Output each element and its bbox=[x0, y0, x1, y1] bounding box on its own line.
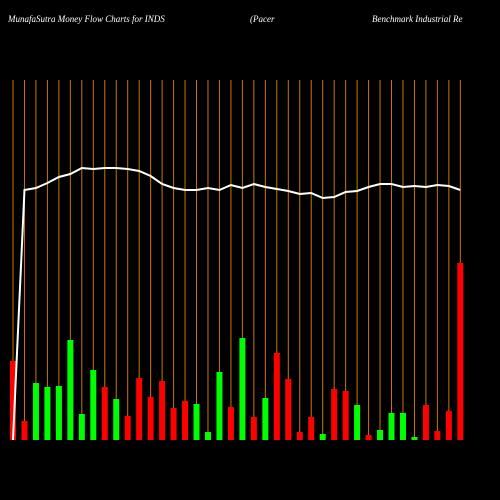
bar bbox=[250, 417, 257, 440]
bar bbox=[273, 353, 280, 440]
bar bbox=[10, 361, 16, 440]
bar bbox=[113, 399, 120, 440]
bar bbox=[434, 431, 441, 440]
bar bbox=[124, 416, 131, 440]
bar bbox=[227, 407, 234, 440]
bar bbox=[216, 372, 223, 440]
bar bbox=[445, 411, 452, 440]
bar bbox=[182, 401, 189, 440]
bar bbox=[90, 370, 97, 440]
bar bbox=[44, 387, 51, 440]
bar bbox=[422, 405, 429, 440]
bar bbox=[388, 413, 395, 440]
bar bbox=[457, 263, 464, 440]
bar bbox=[78, 414, 85, 440]
bar bbox=[285, 379, 292, 440]
bar bbox=[365, 435, 372, 440]
bar bbox=[331, 389, 338, 440]
bar bbox=[411, 437, 418, 440]
bar bbox=[296, 432, 303, 440]
bar bbox=[354, 405, 361, 440]
bar bbox=[342, 391, 349, 440]
bar bbox=[159, 381, 166, 440]
chart-subtitle: (Pacer bbox=[250, 14, 275, 24]
bar bbox=[32, 383, 39, 440]
bar bbox=[377, 430, 384, 440]
chart-subtitle: Benchmark Industrial Re bbox=[372, 14, 462, 24]
bar bbox=[170, 408, 177, 440]
bar bbox=[204, 432, 211, 440]
bar bbox=[67, 340, 74, 440]
bar bbox=[193, 404, 200, 440]
bar bbox=[55, 386, 62, 440]
chart-title: MunafaSutra Money Flow Charts for INDS bbox=[7, 14, 165, 24]
bar bbox=[399, 413, 406, 440]
bar bbox=[262, 398, 269, 440]
bar bbox=[136, 378, 143, 440]
bar bbox=[147, 397, 154, 440]
bar bbox=[101, 387, 108, 440]
bar bbox=[308, 417, 315, 440]
bar bbox=[21, 421, 28, 440]
bar bbox=[319, 434, 326, 440]
bar bbox=[239, 338, 246, 440]
money-flow-line bbox=[12, 166, 461, 441]
